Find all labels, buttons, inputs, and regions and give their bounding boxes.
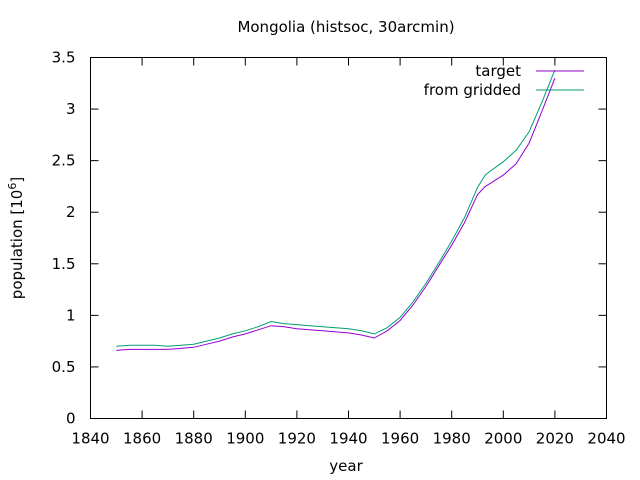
x-tick-label: 2000 (484, 430, 522, 448)
series-layer (116, 69, 556, 351)
legend-label: from gridded (424, 81, 521, 99)
legend-label: target (475, 62, 521, 80)
x-axis: 1840 1860 1880 1900 1920 1940 1960 1980 2000 2020… (71, 57, 626, 448)
chart-title: Mongolia (histsoc, 30arcmin) (237, 18, 454, 36)
y-tick-label: 0.5 (52, 358, 76, 376)
y-tick-label: 2.5 (52, 152, 76, 170)
x-tick-label: 1940 (329, 430, 367, 448)
series-line-from-gridded (116, 69, 556, 347)
y-axis-label-prefix: population [10 (8, 190, 26, 300)
y-axis-label: population [106] (6, 177, 26, 299)
x-tick-label: 1960 (381, 430, 419, 448)
y-tick-label: 2 (66, 203, 76, 221)
x-tick-label: 1860 (123, 430, 161, 448)
x-tick-label: 1920 (278, 430, 316, 448)
y-tick-label: 3 (66, 100, 76, 118)
x-tick-label: 2040 (587, 430, 625, 448)
y-tick-label: 3.5 (52, 49, 76, 67)
x-axis-label: year (329, 457, 363, 475)
series-line-target (116, 77, 556, 351)
y-tick-label: 1.5 (52, 255, 76, 273)
x-tick-label: 2020 (536, 430, 574, 448)
y-axis-label-suffix: ] (8, 177, 26, 183)
x-tick-label: 1900 (226, 430, 264, 448)
y-tick-label: 0 (66, 410, 76, 428)
x-tick-label: 1840 (71, 430, 109, 448)
plot-frame (90, 57, 607, 419)
x-tick-label: 1880 (175, 430, 213, 448)
x-tick-label: 1980 (433, 430, 471, 448)
y-tick-label: 1 (66, 306, 76, 324)
y-axis-label-exponent: 6 (6, 183, 19, 190)
y-axis: 0 0.5 1 1.5 2 2.5 3 3.5 (52, 49, 607, 428)
